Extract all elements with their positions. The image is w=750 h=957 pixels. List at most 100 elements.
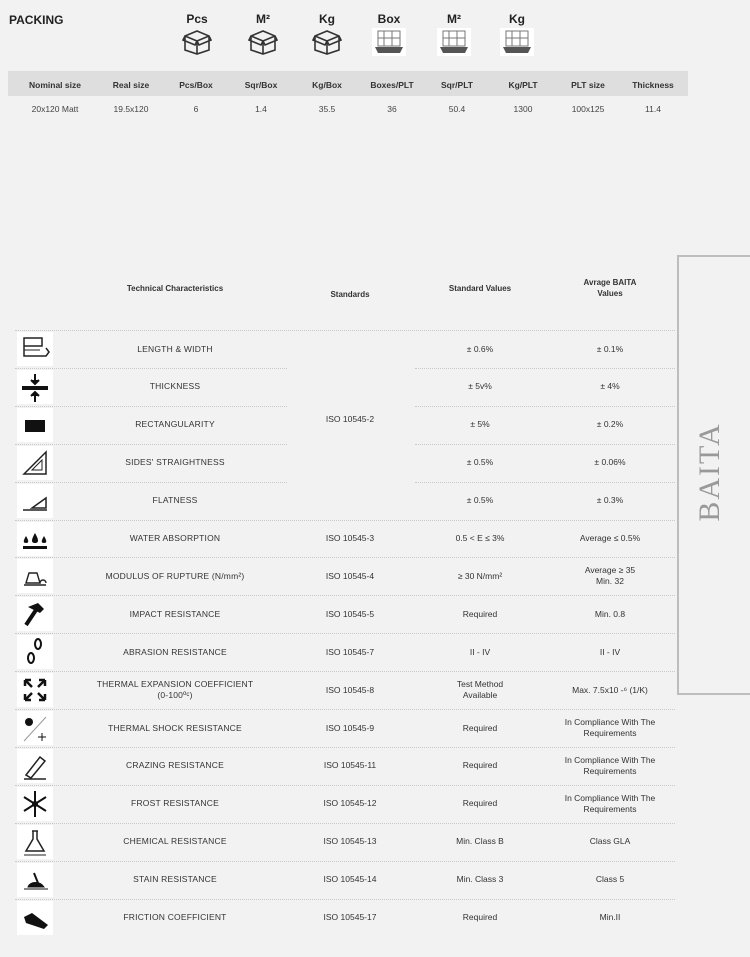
packing-unit-0: Pcs (172, 12, 222, 61)
avg-value: Class 5 (595, 874, 625, 885)
row-divider (15, 746, 675, 748)
packing-unit-label: Kg (319, 12, 335, 26)
header-standards: Standards (330, 290, 370, 299)
packing-value-cell: 1.4 (255, 104, 267, 114)
standard: ISO 10545-5 (325, 608, 375, 619)
avg-value: In Compliance With The Requirements (564, 792, 656, 814)
standard-value: Min. Class 3 (456, 874, 504, 885)
packing-header-cell: Pcs/Box (179, 80, 213, 90)
packing-header-cell: Nominal size (29, 80, 81, 90)
weight-icon (17, 559, 53, 594)
characteristic-name: FLATNESS (152, 495, 198, 506)
avg-value: In Compliance With The Requirements (564, 717, 656, 738)
packing-header-cell: Sqr/Box (244, 80, 278, 90)
standard: ISO 10545-14 (323, 874, 377, 885)
packing-header-cell: Thickness (632, 80, 674, 90)
table-row: CHEMICAL RESISTANCE ISO 10545-13 Min. Cl… (0, 823, 680, 861)
table-row: LENGTH & WIDTH ± 0.6% ± 0.1% (0, 330, 680, 368)
standard-value: ± 0.6% (466, 343, 494, 354)
packing-value-cell: 19.5x120 (113, 104, 149, 114)
row-divider (15, 557, 675, 559)
packing-unit-label: Kg (509, 12, 525, 26)
standard: ISO 10545-3 (325, 533, 375, 543)
table-row: IMPACT RESISTANCE ISO 10545-5 Required M… (0, 595, 680, 633)
characteristic-name: CRAZING RESISTANCE (126, 760, 224, 771)
row-divider (15, 633, 675, 635)
table-row: RECTANGULARITY ± 5% ± 0.2% (0, 406, 680, 444)
standard: ISO 10545-13 (323, 836, 377, 847)
shoe-icon (17, 900, 53, 935)
row-divider (15, 330, 675, 331)
standard: ISO 10545-9 (325, 722, 375, 733)
standard-value: ≥ 30 N/mm² (457, 570, 503, 581)
characteristic-name: LENGTH & WIDTH (137, 343, 213, 354)
length-width-icon (17, 332, 53, 366)
avg-value: ± 0.2% (596, 419, 624, 430)
packing-value-cell: 6 (193, 104, 199, 114)
standard-value: ± 5v% (468, 381, 492, 392)
standard-value: Required (462, 912, 498, 922)
rectangularity-icon (17, 407, 53, 442)
characteristic-name: FRICTION COEFFICIENT (123, 912, 227, 922)
characteristic-name: THERMAL SHOCK RESISTANCE (108, 722, 242, 733)
standard: ISO 10545-7 (325, 646, 375, 657)
row-divider (415, 481, 675, 483)
header-standard-values: Standard Values (448, 284, 512, 293)
table-row: CRAZING RESISTANCE ISO 10545-11 Required… (0, 747, 680, 785)
standard-value: Min. Class B (456, 836, 504, 847)
packing-unit-label: Pcs (186, 12, 208, 26)
avg-value: ± 0.06% (594, 457, 626, 468)
characteristic-name: ABRASION RESISTANCE (123, 646, 227, 657)
packing-unit-label: Box (377, 12, 401, 26)
avg-value: Min.II (599, 912, 621, 922)
row-divider (15, 784, 675, 786)
characteristic-name: WATER ABSORPTION (129, 533, 221, 543)
thickness-icon (17, 369, 53, 404)
packing-unit-5: Kg (492, 12, 542, 61)
avg-value: ± 0.3% (596, 495, 624, 506)
row-divider (15, 595, 675, 597)
characteristic-name: MODULUS OF RUPTURE (N/mm²) (105, 570, 245, 581)
table-row: WATER ABSORPTION ISO 10545-3 0.5 < E ≤ 3… (0, 520, 680, 558)
table-row: MODULUS OF RUPTURE (N/mm²) ISO 10545-4 ≥… (0, 557, 680, 595)
standard: ISO 10545-17 (323, 912, 377, 922)
standard: ISO 10545-11 (323, 760, 377, 771)
row-divider (15, 709, 675, 710)
packing-header-cell: Kg/PLT (508, 80, 538, 90)
table-row: THERMAL EXPANSION COEFFICIENT (0-100ºᶜ) … (0, 671, 680, 709)
row-divider (15, 405, 287, 407)
avg-value: ± 4% (600, 381, 620, 392)
table-row: FLATNESS ± 0.5% ± 0.3% (0, 482, 680, 520)
packing-title: PACKING (9, 13, 64, 27)
avg-value: Average ≤ 0.5% (579, 533, 641, 543)
packing-unit-3: Box (364, 12, 414, 61)
characteristic-name: RECTANGULARITY (135, 419, 215, 430)
hammer-icon (17, 597, 53, 632)
avg-value: Class GLA (589, 836, 631, 847)
packing-unit-1: M² (238, 12, 288, 61)
stain-icon (17, 862, 53, 897)
shared-standard: ISO 10545-2 (325, 413, 375, 424)
row-divider (15, 822, 675, 824)
standard-value: Required (462, 798, 498, 809)
row-divider (415, 443, 675, 445)
standard-value: ± 0.5% (466, 457, 494, 468)
standard-value: II - IV (469, 646, 491, 657)
row-divider (15, 519, 675, 521)
standard-value: ± 0.5% (466, 495, 494, 506)
packing-value-cell: 36 (387, 104, 397, 114)
packing-header-cell: Sqr/PLT (441, 80, 473, 90)
avg-value: In Compliance With The Requirements (564, 754, 656, 776)
table-row: THICKNESS ± 5v% ± 4% (0, 368, 680, 406)
table-row: SIDES' STRAIGHTNESS ± 0.5% ± 0.06% (0, 444, 680, 482)
brand-logo: BAITA (693, 422, 726, 522)
row-divider (415, 367, 675, 369)
standard-value: Test Method Available (456, 679, 504, 701)
standard-value: Required (462, 608, 498, 619)
table-row: ABRASION RESISTANCE ISO 10545-7 II - IV … (0, 633, 680, 671)
packing-value-cell: 20x120 Matt (31, 104, 79, 114)
packing-header-band (8, 71, 688, 96)
characteristic-name: CHEMICAL RESISTANCE (123, 836, 227, 847)
standard: ISO 10545-4 (325, 570, 375, 581)
box-icon (238, 26, 288, 61)
